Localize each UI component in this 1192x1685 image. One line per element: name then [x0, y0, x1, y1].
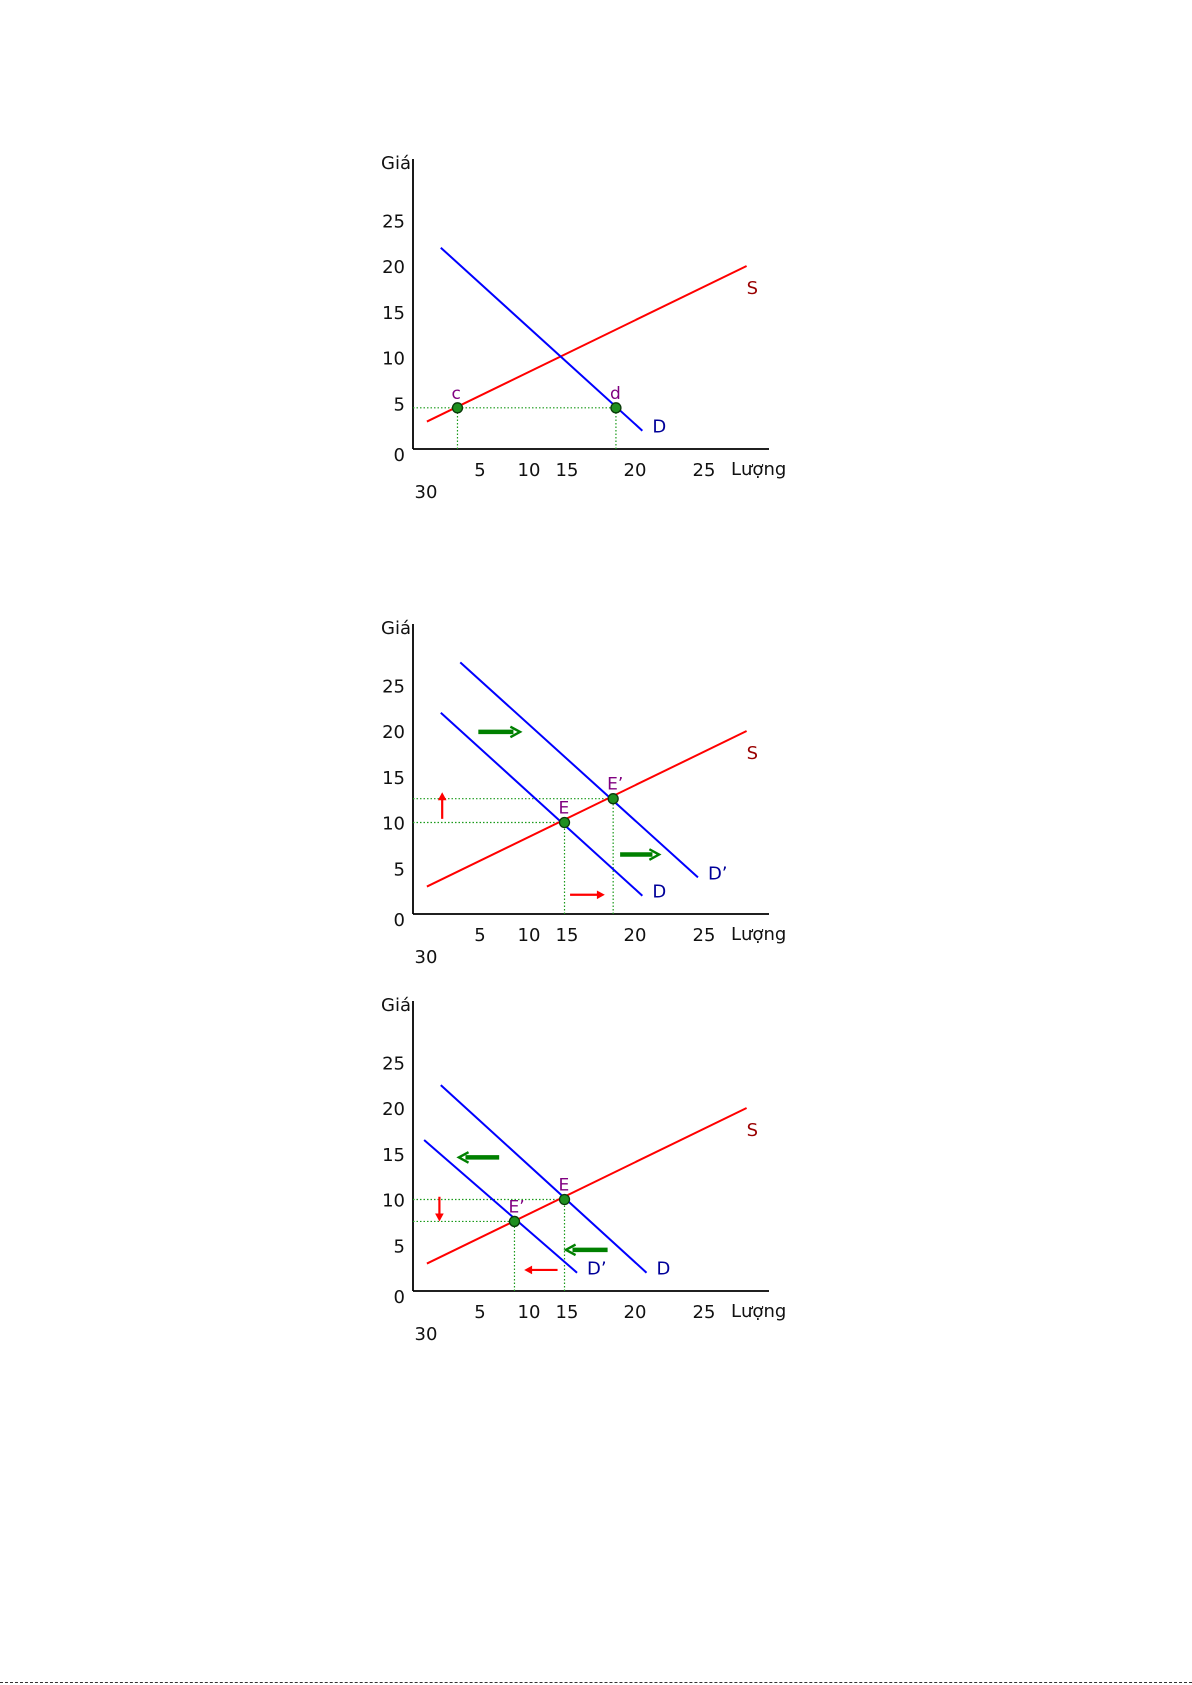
- y-tick-label: 0: [394, 1287, 405, 1308]
- shift-arrow-head: [456, 1151, 470, 1164]
- point-marker: [508, 1215, 521, 1228]
- y-tick-label: 15: [382, 768, 405, 789]
- y-tick-label: 25: [382, 1053, 405, 1074]
- chart-c-d: Giá Lượng 0 5 10 15 20 25 5 10 15 20 25 30 S Dc d: [381, 153, 786, 503]
- chart-demand-decrease: Giá Lượng 0 5 10 15 20 25 5 10 15 20 25 30 S D D’ E E’: [381, 995, 786, 1345]
- x-tick-label: 10: [518, 1302, 541, 1323]
- y-tick-label: 20: [382, 722, 405, 743]
- x-tick-label: 15: [556, 460, 579, 481]
- x-tick-label: 25: [693, 925, 716, 946]
- y-tick-label: 10: [382, 349, 405, 370]
- point-marker: [607, 793, 619, 805]
- point-label: E’: [607, 775, 623, 795]
- y-tick-label: 5: [394, 859, 405, 880]
- point-label: E: [559, 1176, 570, 1196]
- y-tick-label: 0: [394, 445, 405, 466]
- x-tick-label: 5: [474, 925, 485, 946]
- y-tick-label: 25: [382, 211, 405, 232]
- curve-s: [426, 730, 748, 888]
- shift-arrow-head: [435, 1213, 444, 1222]
- curve-d-prime: [423, 1139, 578, 1274]
- shift-arrow-head: [648, 848, 662, 861]
- point-marker: [610, 402, 622, 414]
- point-label: c: [451, 384, 460, 404]
- curve-d-prime: [459, 661, 699, 879]
- curve-label: D: [652, 417, 666, 438]
- x-tick-label-extra: 30: [415, 947, 438, 968]
- y-tick-label: 10: [382, 1191, 405, 1212]
- y-tick-label: 15: [382, 1145, 405, 1166]
- y-tick-label: 25: [382, 676, 405, 697]
- x-tick-label: 25: [693, 460, 716, 481]
- curve-label: S: [747, 743, 758, 764]
- y-axis-label: Giá: [381, 995, 411, 1016]
- x-tick-label: 20: [624, 1302, 647, 1323]
- y-tick-label: 15: [382, 303, 405, 324]
- point-marker: [558, 816, 571, 829]
- shift-arrow-head: [596, 890, 605, 900]
- x-axis-label: Lượng: [731, 924, 786, 945]
- y-tick-label: 5: [394, 394, 405, 415]
- x-tick-label: 5: [474, 1302, 485, 1323]
- page-bottom-border: [0, 1682, 1192, 1683]
- curve-d: [440, 246, 644, 432]
- curve-label: D’: [708, 863, 728, 884]
- x-tick-label: 15: [556, 925, 579, 946]
- y-axis-label: Giá: [381, 153, 411, 174]
- curve-s: [426, 265, 748, 423]
- curve-label: S: [747, 278, 758, 299]
- shift-arrow-head: [509, 725, 523, 739]
- x-axis-label: Lượng: [731, 1301, 786, 1322]
- curve-d: [440, 1084, 648, 1274]
- y-axis-label: Giá: [381, 618, 411, 639]
- x-tick-label: 25: [693, 1302, 716, 1323]
- curve-label: S: [747, 1120, 758, 1141]
- x-tick-label: 10: [518, 925, 541, 946]
- y-tick-label: 5: [394, 1236, 405, 1257]
- x-tick-label-extra: 30: [415, 1324, 438, 1345]
- point-label: d: [610, 384, 621, 404]
- shift-arrow-head: [437, 792, 447, 801]
- x-axis-label: Lượng: [731, 459, 786, 480]
- y-tick-label: 10: [382, 814, 405, 835]
- x-tick-label: 20: [624, 925, 647, 946]
- point-label: E’: [508, 1197, 524, 1217]
- point-label: E: [559, 799, 570, 819]
- shift-arrow-head: [563, 1243, 577, 1257]
- y-tick-label: 20: [382, 257, 405, 278]
- shift-arrow-head: [524, 1265, 533, 1275]
- x-tick-label: 5: [474, 460, 485, 481]
- curve-label: D: [657, 1259, 671, 1280]
- curve-label: D: [652, 882, 666, 903]
- y-tick-label: 0: [394, 910, 405, 931]
- point-marker: [558, 1193, 571, 1206]
- point-marker: [451, 402, 464, 414]
- x-tick-label: 15: [556, 1302, 579, 1323]
- curve-s: [426, 1107, 748, 1265]
- y-tick-label: 20: [382, 1099, 405, 1120]
- x-tick-label: 10: [518, 460, 541, 481]
- curve-d: [440, 711, 644, 897]
- chart-demand-increase: Giá Lượng 0 5 10 15 20 25 5 10 15 20 25 30 S D D’ E E’: [381, 618, 786, 968]
- x-tick-label-extra: 30: [415, 482, 438, 503]
- x-tick-label: 20: [624, 460, 647, 481]
- curve-label: D’: [587, 1259, 607, 1280]
